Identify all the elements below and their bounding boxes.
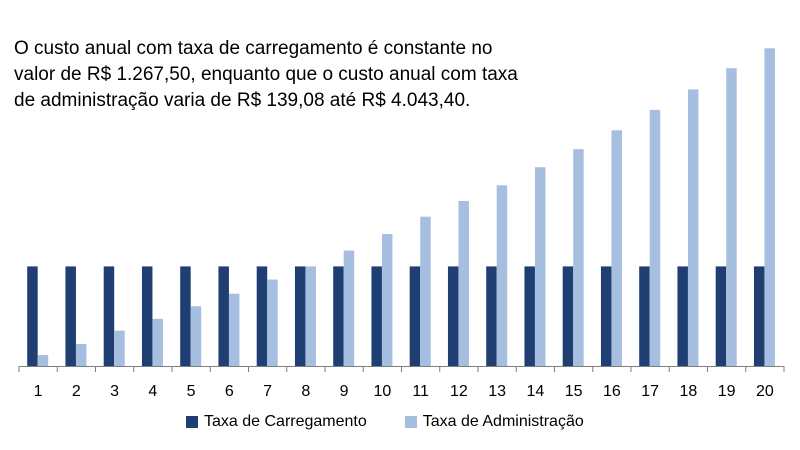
bar-administracao-8 (305, 266, 316, 366)
bar-carregamento-3 (103, 266, 115, 366)
bar-administracao-6 (228, 293, 240, 366)
bar-carregamento-15 (562, 266, 574, 366)
bar-administracao-9 (343, 250, 355, 366)
x-tick-label-4: 4 (148, 383, 157, 400)
bar-carregamento-20 (753, 266, 765, 366)
bar-carregamento-9 (333, 266, 344, 366)
bar-administracao-10 (381, 234, 393, 366)
x-tick-label-19: 19 (718, 383, 736, 400)
x-tick-label-1: 1 (34, 383, 43, 400)
bar-carregamento-18 (677, 266, 688, 366)
bar-administracao-13 (496, 185, 508, 366)
x-tick-label-16: 16 (603, 383, 621, 400)
bar-carregamento-7 (256, 266, 268, 366)
x-tick-label-5: 5 (187, 383, 196, 400)
bar-carregamento-4 (141, 266, 153, 366)
bar-administracao-4 (152, 318, 163, 366)
x-tick-label-7: 7 (263, 383, 272, 400)
x-tick-label-20: 20 (756, 383, 774, 400)
chart-legend: Taxa de Carregamento Taxa de Administraç… (186, 413, 622, 431)
bar-administracao-1 (37, 355, 49, 366)
bar-administracao-18 (687, 89, 699, 367)
x-tick-label-6: 6 (225, 383, 234, 400)
x-tick-label-9: 9 (340, 383, 349, 400)
bar-carregamento-6 (218, 266, 229, 366)
bar-carregamento-17 (639, 266, 650, 366)
bar-carregamento-12 (447, 266, 459, 366)
annotation-line-2: valor de R$ 1.267,50, enquanto que o cus… (14, 64, 518, 85)
bar-administracao-5 (190, 306, 202, 366)
x-tick-label-13: 13 (488, 383, 506, 400)
bar-carregamento-1 (27, 266, 38, 366)
x-tick-label-8: 8 (301, 383, 310, 400)
x-tick-label-14: 14 (526, 383, 544, 400)
annotation-line-1: O custo anual com taxa de carregamento é… (14, 38, 493, 59)
bar-carregamento-5 (180, 266, 191, 366)
bar-carregamento-10 (371, 266, 382, 366)
legend-swatch-administracao (404, 416, 417, 428)
annotation-line-3: de administração varia de R$ 139,08 até … (14, 90, 471, 111)
legend-item-carregamento: Taxa de Carregamento (186, 413, 367, 431)
legend-item-administracao: Taxa de Administração (404, 413, 584, 431)
legend-label-carregamento: Taxa de Carregamento (204, 413, 367, 430)
bar-administracao-19 (726, 68, 737, 367)
bar-administracao-12 (458, 201, 469, 366)
bar-administracao-2 (75, 344, 87, 366)
bar-administracao-16 (611, 130, 622, 366)
bar-administracao-20 (764, 48, 775, 367)
legend-label-administracao: Taxa de Administração (422, 413, 584, 430)
x-tick-label-17: 17 (641, 383, 659, 400)
chart-annotation: O custo anual com taxa de carregamento é… (14, 36, 574, 114)
bar-carregamento-16 (600, 266, 612, 366)
bar-administracao-17 (649, 109, 661, 367)
x-tick-label-12: 12 (450, 383, 468, 400)
x-tick-label-15: 15 (565, 383, 583, 400)
x-tick-label-11: 11 (412, 383, 429, 400)
bar-carregamento-2 (65, 266, 76, 366)
bar-carregamento-11 (409, 266, 421, 366)
bar-administracao-14 (534, 167, 546, 366)
bar-administracao-3 (114, 330, 125, 366)
bar-administracao-11 (420, 216, 431, 366)
bar-administracao-15 (573, 149, 584, 366)
legend-swatch-carregamento (186, 416, 198, 428)
x-tick-label-18: 18 (679, 383, 697, 400)
bar-carregamento-8 (294, 266, 306, 366)
bar-carregamento-14 (524, 266, 535, 366)
bar-carregamento-19 (715, 266, 727, 366)
bar-administracao-7 (267, 279, 278, 366)
x-tick-label-2: 2 (72, 383, 81, 400)
x-tick-label-3: 3 (110, 383, 119, 400)
bar-carregamento-13 (486, 266, 497, 366)
x-tick-label-10: 10 (373, 383, 391, 400)
